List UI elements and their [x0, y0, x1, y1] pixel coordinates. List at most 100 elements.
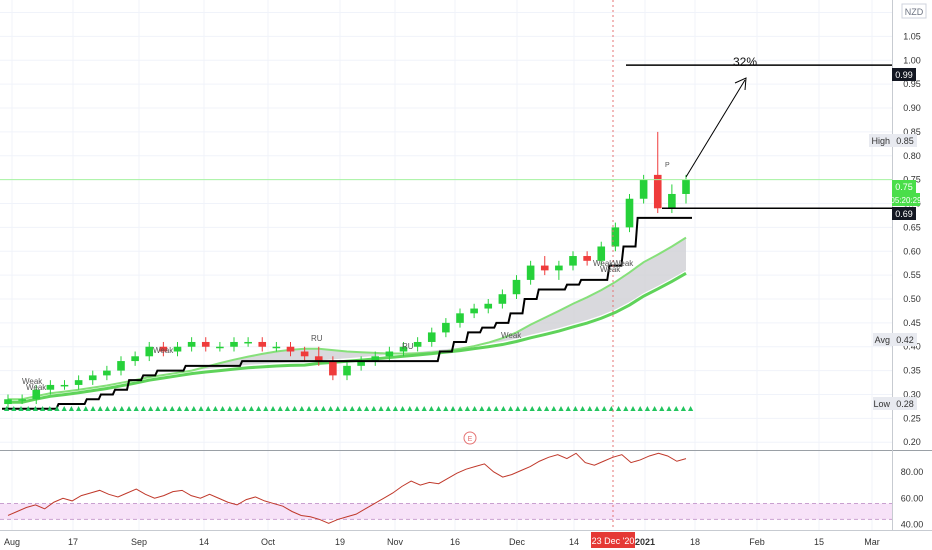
- rsi-band: [0, 503, 892, 520]
- high-box: [869, 134, 917, 147]
- signal-triangle: [263, 406, 269, 411]
- signal-triangle: [76, 406, 82, 411]
- low-value: 0.28: [896, 399, 914, 409]
- candle-body: [357, 361, 365, 366]
- time-tick-label: 15: [814, 537, 824, 547]
- candle-body: [484, 303, 493, 309]
- candle-body: [639, 179, 648, 199]
- crosshair-date-label: 23 Dec '20: [592, 536, 635, 546]
- signal-triangle: [184, 406, 190, 411]
- signal-triangle: [450, 406, 456, 411]
- signal-triangle: [205, 406, 211, 411]
- signal-triangle: [630, 406, 636, 411]
- pane-label-8: Weak: [613, 259, 634, 268]
- signal-triangle: [673, 406, 679, 411]
- pane-label-6: Weak: [501, 331, 522, 340]
- low-label: Low: [873, 399, 890, 409]
- signal-triangle: [608, 406, 614, 411]
- price-tick-label: 0.85: [903, 127, 921, 137]
- high-label: High: [871, 136, 890, 146]
- candle-body: [46, 384, 55, 390]
- signal-triangle: [371, 406, 377, 411]
- signal-triangle: [241, 406, 247, 411]
- candle-body: [314, 356, 323, 362]
- signal-triangle: [54, 406, 60, 411]
- signal-triangle: [508, 406, 514, 411]
- signal-triangle: [616, 406, 622, 411]
- signal-triangle: [522, 406, 528, 411]
- signal-triangle: [364, 406, 370, 411]
- candle-body: [173, 346, 182, 352]
- candle-body: [216, 346, 224, 349]
- signal-triangle: [234, 406, 240, 411]
- price-tick-label: 0.60: [903, 246, 921, 256]
- price-tick-label: 0.20: [903, 437, 921, 447]
- time-tick-label: Nov: [387, 537, 404, 547]
- signal-triangle: [220, 406, 226, 411]
- signal-triangle: [392, 406, 398, 411]
- price-tick-label: 0.50: [903, 294, 921, 304]
- signal-triangle: [479, 406, 485, 411]
- signal-triangle: [256, 406, 262, 411]
- signal-triangle: [644, 406, 650, 411]
- time-tick-label: Dec: [509, 537, 526, 547]
- signal-triangle: [191, 406, 197, 411]
- price-tick-label: 0.35: [903, 366, 921, 376]
- avg-value: 0.42: [896, 335, 914, 345]
- candle-body: [399, 346, 408, 352]
- earnings-marker[interactable]: [463, 431, 477, 445]
- base-level-label: 0.69: [895, 209, 913, 219]
- candle-body: [583, 256, 591, 261]
- time-tick-label: Sep: [131, 537, 147, 547]
- time-tick-label: Mar: [864, 537, 880, 547]
- pane-label-1: Weak: [22, 377, 43, 386]
- candle-body: [668, 193, 676, 209]
- candle-body: [569, 256, 577, 266]
- signal-triangle: [594, 406, 600, 411]
- trailing-stop-line: [2, 216, 692, 410]
- candle-body: [526, 265, 535, 280]
- signal-triangle: [212, 406, 218, 411]
- signal-triangle: [407, 406, 413, 411]
- signal-triangle: [601, 406, 607, 411]
- signal-triangle: [40, 406, 46, 411]
- candle-body: [456, 313, 464, 323]
- candle-body: [611, 227, 620, 247]
- candle-body: [258, 341, 267, 347]
- candle-body: [145, 346, 154, 357]
- pane-label-9: Weak: [600, 265, 621, 274]
- pane-label-3: Weak: [153, 346, 174, 355]
- signal-triangle: [493, 406, 499, 411]
- pane-label-2: Weak: [26, 383, 47, 392]
- signal-triangle: [443, 406, 449, 411]
- signal-triangle: [335, 406, 341, 411]
- candle-body: [187, 341, 196, 347]
- signal-triangle: [119, 406, 125, 411]
- time-tick-label: Oct: [261, 537, 276, 547]
- crosshair-date-box: [591, 532, 635, 548]
- candle-body: [244, 341, 252, 344]
- signal-triangle: [378, 406, 384, 411]
- signal-triangle: [688, 406, 694, 411]
- pane-label-4: RU: [311, 334, 323, 343]
- signal-triangle: [587, 406, 593, 411]
- candle-body: [32, 389, 41, 400]
- signal-triangle: [414, 406, 420, 411]
- signal-triangle: [162, 406, 168, 411]
- countdown-box: [892, 193, 920, 206]
- price-tick-label: 0.55: [903, 270, 921, 280]
- price-tick-label: 0.25: [903, 413, 921, 423]
- signal-triangle: [572, 406, 578, 411]
- time-tick-label: 16: [450, 537, 460, 547]
- candle-body: [60, 384, 69, 387]
- candle-body: [371, 356, 380, 362]
- signal-triangle: [198, 406, 204, 411]
- signal-triangle: [400, 406, 406, 411]
- candle-body: [653, 174, 662, 209]
- price-tick-label: 1.00: [903, 55, 921, 65]
- price-tick-label: 0.65: [903, 222, 921, 232]
- ma-fast-line: [8, 236, 687, 401]
- currency-box: [901, 3, 927, 19]
